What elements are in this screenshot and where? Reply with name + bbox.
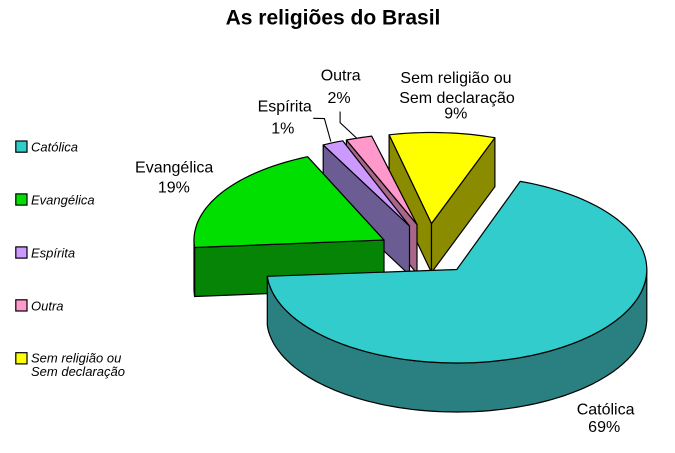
svg-text:9%: 9% bbox=[444, 106, 467, 123]
svg-text:Outra: Outra bbox=[31, 298, 64, 313]
svg-text:Sem religião ou: Sem religião ou bbox=[31, 351, 121, 366]
svg-text:Católica: Católica bbox=[577, 402, 635, 419]
svg-text:19%: 19% bbox=[158, 179, 190, 196]
svg-text:Sem declaração: Sem declaração bbox=[31, 364, 125, 379]
svg-text:As religiões do Brasil: As religiões do Brasil bbox=[226, 7, 441, 30]
svg-text:Sem religião ou: Sem religião ou bbox=[400, 70, 511, 87]
svg-text:Católica: Católica bbox=[31, 140, 78, 155]
svg-text:2%: 2% bbox=[327, 90, 350, 107]
svg-text:Outra: Outra bbox=[321, 68, 361, 85]
svg-text:Espírita: Espírita bbox=[31, 246, 75, 261]
svg-text:69%: 69% bbox=[588, 419, 620, 436]
svg-text:Espírita: Espírita bbox=[258, 99, 312, 116]
svg-text:Evangélica: Evangélica bbox=[31, 193, 95, 208]
svg-text:1%: 1% bbox=[271, 121, 294, 138]
svg-text:Evangélica: Evangélica bbox=[135, 160, 213, 177]
svg-text:Sem declaração: Sem declaração bbox=[399, 90, 515, 107]
